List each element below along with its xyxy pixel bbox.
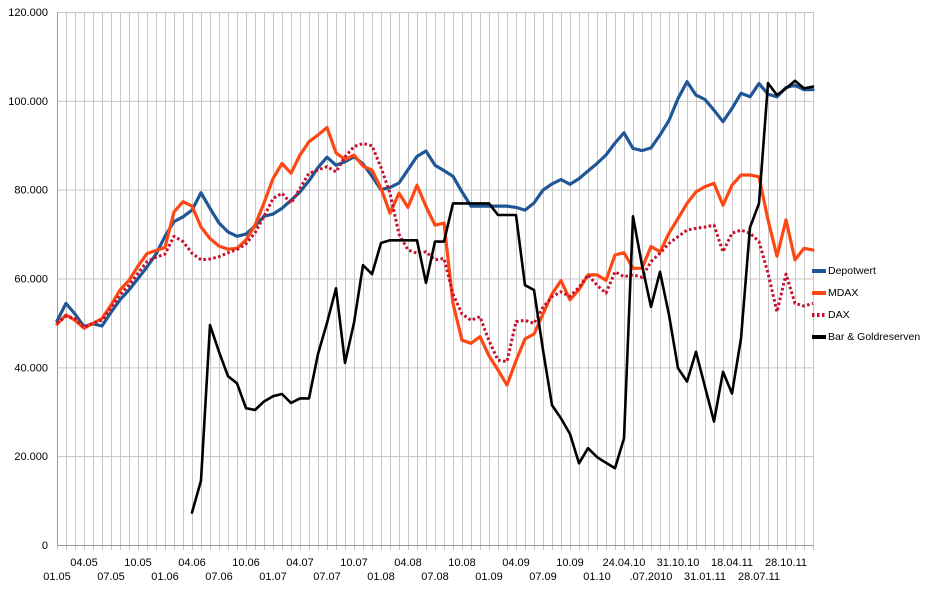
x-tick-label: 04.09	[502, 557, 530, 569]
series-line-bar-goldreserven	[190, 79, 815, 514]
chart-legend: Depotwert MDAX DAX Bar & Goldreserven	[812, 260, 920, 348]
y-tick-label: 100.000	[8, 96, 48, 108]
x-tick-label: 28.10.11	[765, 557, 807, 569]
series-line-mdax	[55, 125, 815, 387]
x-tick-label: 10.06	[232, 557, 260, 569]
y-tick-label: 20.000	[14, 451, 48, 463]
y-tick-label: 120.000	[8, 7, 48, 19]
x-tick-label: 10.08	[448, 557, 476, 569]
legend-item-bar-goldreserven: Bar & Goldreserven	[812, 326, 920, 348]
x-tick-label: 01.09	[475, 571, 503, 583]
x-tick-label: 18.04.11	[711, 557, 753, 569]
x-tick-label: 24.04.10	[603, 557, 646, 569]
x-tick-label: 10.07	[340, 557, 368, 569]
x-tick-label: 31.01.11	[684, 571, 726, 583]
x-tick-label: 10.09	[556, 557, 584, 569]
legend-item-mdax: MDAX	[812, 282, 920, 304]
legend-label: Depotwert	[828, 264, 876, 277]
x-tick-label: 07.09	[529, 571, 557, 583]
x-tick-label: 01.05	[43, 571, 71, 583]
y-tick-label: 0	[42, 540, 48, 552]
y-tick-label: 80.000	[14, 185, 48, 197]
depotwert-line-swatch-icon	[812, 269, 826, 273]
legend-label: MDAX	[828, 286, 859, 299]
x-tick-label: 01.08	[367, 571, 395, 583]
legend-label: Bar & Goldreserven	[828, 330, 921, 343]
dax-line-swatch-icon	[812, 313, 826, 317]
x-tick-label: 04.05	[70, 557, 98, 569]
series-line-depotwert	[55, 80, 815, 329]
x-tick-label: 04.06	[178, 557, 206, 569]
x-tick-label: 01.07	[259, 571, 287, 583]
bar-goldreserven-line-swatch-icon	[812, 335, 826, 339]
x-tick-label: 01.06	[151, 571, 179, 583]
y-tick-label: 60.000	[14, 274, 48, 286]
x-tick-label: 07.06	[205, 571, 233, 583]
y-tick-label: 40.000	[14, 362, 48, 374]
x-tick-label: 07.05	[97, 571, 125, 583]
x-tick-label: 04.08	[394, 557, 422, 569]
series-line-dax	[56, 142, 814, 364]
x-tick-label: 07.08	[421, 571, 449, 583]
mdax-line-swatch-icon	[812, 291, 826, 295]
x-tick-label: 04.07	[286, 557, 314, 569]
x-tick-label: .07.2010	[630, 571, 673, 583]
x-tick-label: 10.05	[124, 557, 152, 569]
legend-item-depotwert: Depotwert	[812, 260, 920, 282]
x-tick-label: 28.07.11	[738, 571, 780, 583]
legend-item-dax: DAX	[812, 304, 920, 326]
x-tick-label: 31.10.10	[657, 557, 700, 569]
x-tick-label: 01.10	[583, 571, 611, 583]
legend-label: DAX	[828, 308, 850, 321]
x-tick-label: 07.07	[313, 571, 341, 583]
